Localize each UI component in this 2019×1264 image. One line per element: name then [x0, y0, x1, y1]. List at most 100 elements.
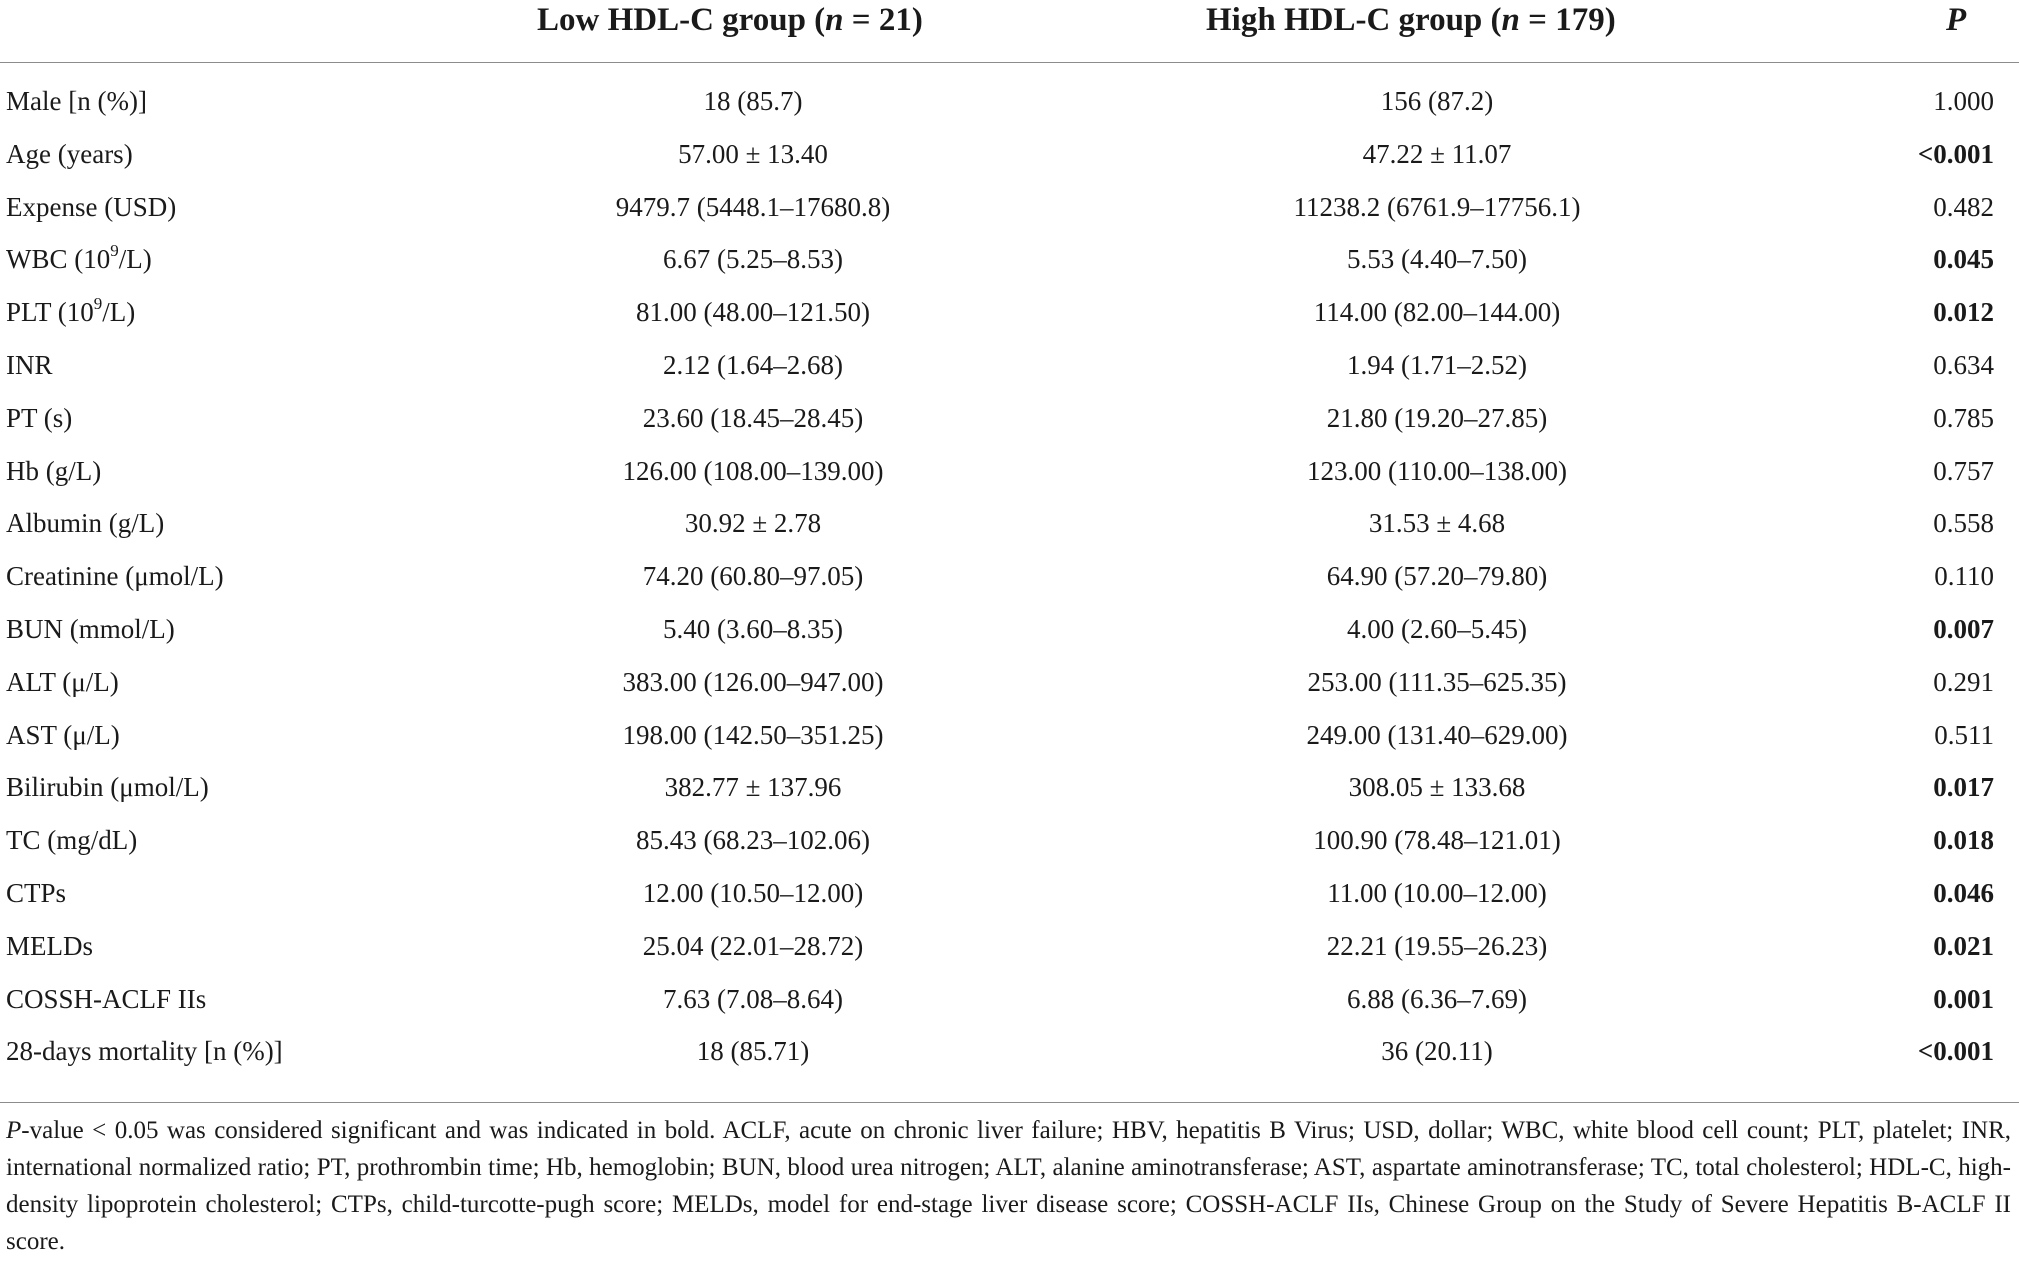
cell-variable: Age (years): [6, 139, 133, 170]
cell-p-value: 0.785: [1933, 402, 1994, 433]
cell-variable: TC (mg/dL): [6, 825, 137, 856]
variable-label: AST (μ/L): [6, 719, 120, 750]
table-header-row: Low HDL-C group (n = 21) High HDL-C grou…: [0, 0, 2019, 60]
variable-unit-suffix: /L): [102, 297, 136, 328]
variable-label: PT (s): [6, 402, 73, 433]
header-high-hdl: High HDL-C group (n = 179): [1206, 2, 1616, 39]
cell-low-hdl: 74.20 (60.80–97.05): [642, 561, 864, 592]
variable-label: 28-days mortality [n (%)]: [6, 1036, 283, 1067]
variable-label: INR: [6, 349, 53, 380]
cell-high-hdl: 114.00 (82.00–144.00): [1313, 297, 1561, 328]
variable-label: Male [n (%)]: [6, 86, 147, 116]
cell-high-hdl: 249.00 (131.40–629.00): [1306, 719, 1568, 750]
cell-low-hdl: 198.00 (142.50–351.25): [622, 719, 884, 750]
cell-p-value: 0.757: [1933, 455, 1994, 486]
cell-variable: Creatinine (μmol/L): [6, 561, 224, 592]
cell-variable: MELDs: [6, 931, 93, 962]
cell-low-hdl: 18 (85.7): [703, 86, 803, 116]
cell-p-value: <0.001: [1917, 138, 1994, 169]
table-row: MELDs 25.04 (22.01–28.72) 22.21 (19.55–26.…: [0, 927, 2019, 980]
cell-low-hdl: 23.60 (18.45–28.45): [642, 402, 864, 433]
cell-p-value: 0.046: [1933, 877, 1994, 908]
table-row: INR 2.12 (1.64–2.68) 1.94 (1.71–2.52) 0.634: [0, 346, 2019, 399]
table-row: TC (mg/dL) 85.43 (68.23–102.06) 100.90 (78…: [0, 821, 2019, 874]
header-low-n: n: [825, 2, 844, 38]
header-p-value: P: [1946, 2, 1967, 38]
table-row: Bilirubin (μmol/L) 382.77 ± 137.96 308.05 …: [0, 768, 2019, 821]
table-row: Male [n (%)] 18 (85.7) 156 (87.2) 1.000: [0, 82, 2019, 135]
variable-superscript: 9: [110, 241, 119, 261]
cell-p-value: 0.012: [1933, 297, 1994, 328]
variable-label: ALT (μ/L): [6, 666, 119, 697]
header-low-hdl: Low HDL-C group (n = 21): [537, 2, 923, 39]
header-low-count: = 21): [843, 2, 923, 38]
variable-label: TC (mg/dL): [6, 825, 138, 856]
cell-p-value: <0.001: [1917, 1036, 1994, 1067]
cell-high-hdl: 123.00 (110.00–138.00): [1307, 455, 1567, 486]
table-row: WBC (109/L) 6.67 (5.25–8.53) 5.53 (4.40–7.…: [0, 240, 2019, 293]
table-row: Hb (g/L) 126.00 (108.00–139.00) 123.00 (11…: [0, 452, 2019, 505]
cell-high-hdl: 47.22 ± 11.07: [1362, 138, 1512, 169]
cell-low-hdl: 382.77 ± 137.96: [664, 772, 842, 803]
table-row: 28-days mortality [n (%)] 18 (85.71) 36 (2…: [0, 1032, 2019, 1085]
cell-variable: Bilirubin (μmol/L): [6, 772, 209, 803]
header-low-label: Low HDL-C group (: [537, 2, 826, 38]
table-row: PLT (109/L) 81.00 (48.00–121.50) 114.00 (8…: [0, 293, 2019, 346]
variable-label: Age (years): [6, 138, 133, 169]
cell-p-value: 0.021: [1933, 930, 1994, 961]
cell-high-hdl: 22.21 (19.55–26.23): [1326, 930, 1548, 961]
cell-variable: Expense (USD): [6, 192, 176, 223]
variable-label: Hb (g/L): [6, 455, 102, 486]
variable-label: WBC (10: [6, 244, 111, 275]
cell-variable: Hb (g/L): [6, 456, 101, 487]
table-row: PT (s) 23.60 (18.45–28.45) 21.80 (19.20–27…: [0, 399, 2019, 452]
cell-low-hdl: 12.00 (10.50–12.00): [642, 877, 864, 908]
cell-p-value: 0.558: [1933, 508, 1994, 539]
table-row: COSSH-ACLF IIs 7.63 (7.08–8.64) 6.88 (6.36…: [0, 980, 2019, 1033]
cell-variable: COSSH-ACLF IIs: [6, 984, 206, 1015]
variable-label: Bilirubin (μmol/L): [6, 772, 209, 803]
cell-p-value: 0.001: [1933, 983, 1994, 1014]
cell-p-value: 0.018: [1933, 825, 1994, 856]
table-footnote: P-value < 0.05 was considered significan…: [6, 1112, 2011, 1260]
cell-variable: INR: [6, 350, 53, 381]
variable-label: Albumin (g/L): [6, 508, 165, 539]
table-row: ALT (μ/L) 383.00 (126.00–947.00) 253.00 (1…: [0, 663, 2019, 716]
cell-high-hdl: 64.90 (57.20–79.80): [1326, 561, 1548, 592]
cell-low-hdl: 25.04 (22.01–28.72): [642, 930, 864, 961]
cell-high-hdl: 253.00 (111.35–625.35): [1307, 666, 1567, 697]
variable-label: Expense (USD): [6, 191, 177, 222]
cell-low-hdl: 7.63 (7.08–8.64): [663, 983, 843, 1014]
table-row: CTPs 12.00 (10.50–12.00) 11.00 (10.00–12.0…: [0, 874, 2019, 927]
cell-low-hdl: 2.12 (1.64–2.68): [663, 349, 843, 380]
cell-p-value: 0.110: [1934, 561, 1994, 592]
cell-variable: ALT (μ/L): [6, 667, 119, 698]
table-row: Age (years) 57.00 ± 13.40 47.22 ± 11.07 <0.…: [0, 135, 2019, 188]
table-body: Male [n (%)] 18 (85.7) 156 (87.2) 1.000 Age …: [0, 82, 2019, 1085]
cell-low-hdl: 5.40 (3.60–8.35): [663, 613, 843, 644]
cell-p-value: 0.007: [1933, 613, 1994, 644]
header-divider: [0, 62, 2019, 63]
variable-label: PLT (10: [6, 297, 94, 328]
table-row: Albumin (g/L) 30.92 ± 2.78 31.53 ± 4.68 0.5…: [0, 504, 2019, 557]
cell-variable: Male [n (%)]: [6, 86, 147, 117]
cell-variable: WBC (109/L): [6, 241, 152, 275]
cell-p-value: 0.291: [1933, 666, 1994, 697]
cell-high-hdl: 1.94 (1.71–2.52): [1347, 349, 1527, 380]
cell-variable: AST (μ/L): [6, 720, 120, 751]
cell-variable: BUN (mmol/L): [6, 614, 175, 645]
cell-high-hdl: 4.00 (2.60–5.45): [1347, 613, 1527, 644]
header-high-n: n: [1501, 2, 1520, 38]
cell-high-hdl: 5.53 (4.40–7.50): [1347, 244, 1527, 275]
table-bottom-divider: [0, 1102, 2019, 1103]
cell-variable: CTPs: [6, 878, 66, 909]
cell-high-hdl: 11238.2 (6761.9–17756.1): [1293, 191, 1581, 222]
cell-high-hdl: 308.05 ± 133.68: [1348, 772, 1526, 803]
cell-variable: PLT (109/L): [6, 295, 136, 328]
cell-high-hdl: 21.80 (19.20–27.85): [1326, 402, 1548, 433]
cell-low-hdl: 18 (85.71): [696, 1036, 810, 1067]
cell-variable: 28-days mortality [n (%)]: [6, 1036, 283, 1067]
cell-p-value: 0.634: [1933, 349, 1994, 380]
cell-p-value: 0.511: [1934, 719, 1994, 750]
